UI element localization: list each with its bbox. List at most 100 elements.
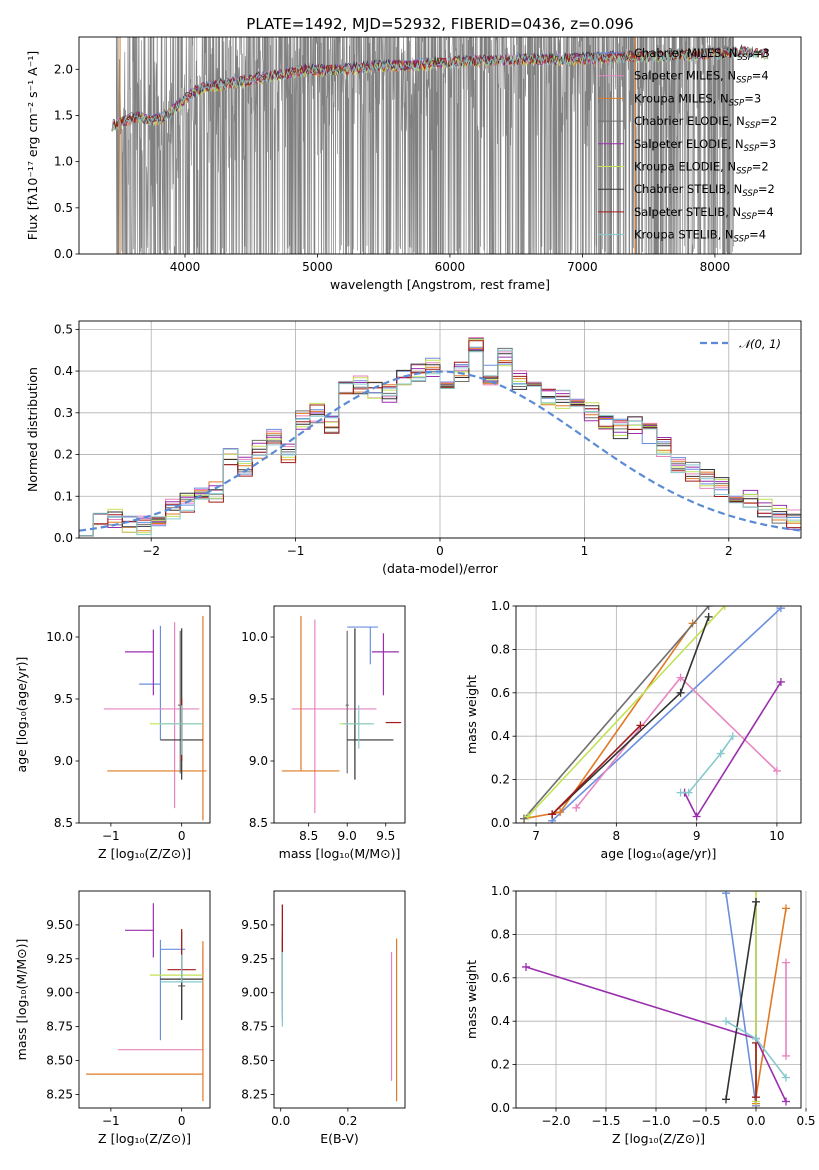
plot-area — [86, 903, 204, 1102]
x-axis-label: wavelength [Angstrom, rest frame] — [330, 277, 550, 292]
y-tick-label: 1.0 — [54, 155, 73, 169]
x-tick-label: −1 — [287, 544, 305, 558]
weight-marker — [752, 1034, 760, 1043]
weight-line — [755, 908, 787, 1104]
x-tick-label: 9.5 — [376, 829, 395, 843]
x-tick-label: 5000 — [302, 260, 333, 274]
plot-area — [520, 606, 785, 823]
legend-nssp-count: =4 — [749, 228, 766, 242]
weight-marker — [676, 688, 685, 697]
errorbar-point — [291, 619, 377, 814]
weight-marker — [752, 891, 760, 895]
weight-marker — [692, 812, 701, 821]
errorbar-point — [160, 705, 203, 755]
y-tick-label: 1.5 — [54, 108, 73, 122]
chart-panel-age_vs_Z: −1 0 8.5 9.0 9.5 10.0 Z [log₁₀(Z/Z⊙)] age [log₁… — [14, 605, 211, 861]
x-tick-label: 0 — [178, 829, 186, 843]
weight-marker — [636, 721, 645, 730]
legend-nssp-sub: SSP — [736, 167, 752, 177]
y-tick-label: 8.75 — [46, 1020, 73, 1034]
legend-nssp-sub: SSP — [729, 98, 745, 108]
x-tick-label: −2 — [142, 544, 160, 558]
y-tick-label: 0.8 — [491, 927, 510, 941]
x-tick-label: 9 — [693, 829, 701, 843]
y-axis-label: age [log₁₀(age/yr)] — [14, 657, 29, 773]
legend-series-name: Salpeter ELODIE — [634, 137, 728, 151]
x-tick-label: −1 — [102, 829, 120, 843]
y-tick-label: 9.00 — [46, 986, 73, 1000]
x-tick-label: 8 — [613, 829, 621, 843]
y-tick-label: 10.0 — [46, 630, 73, 644]
y-tick-label: 0.6 — [491, 971, 510, 985]
x-tick-label: 0 — [178, 1114, 186, 1128]
errorbar-point — [103, 622, 200, 809]
y-tick-label: 0.8 — [491, 642, 510, 656]
errorbar-point — [86, 941, 204, 1102]
weight-line — [523, 606, 710, 820]
errorbar-point — [345, 630, 349, 774]
x-tick-label: 4000 — [170, 260, 201, 274]
y-tick-label: 0.0 — [491, 1101, 510, 1115]
weight-marker — [548, 810, 557, 819]
x-tick-label: 1 — [581, 544, 589, 558]
errorbar-point — [160, 954, 203, 983]
weight-line — [551, 607, 782, 822]
legend-label: Kroupa MILES, NSSP=3 — [634, 91, 761, 108]
weight-line — [551, 616, 710, 815]
y-axis-label: Flux [fλ10⁻¹⁷ erg cm⁻² s⁻¹ A⁻¹] — [25, 51, 40, 240]
legend-series-name: Kroupa MILES — [634, 91, 713, 105]
weight-marker — [720, 606, 729, 610]
x-tick-label: 2 — [725, 544, 733, 558]
weight-marker — [752, 897, 760, 906]
weight-line — [680, 735, 734, 794]
plot-area — [522, 891, 790, 1108]
legend-label: Salpeter STELIB, NSSP=4 — [634, 205, 774, 222]
plot-area — [281, 615, 402, 814]
legend-nssp-sub: SSP — [741, 212, 757, 222]
y-tick-label: 0.0 — [54, 531, 73, 545]
legend-nssp-prefix: , N — [725, 205, 741, 219]
y-tick-label: 9.5 — [249, 692, 268, 706]
weight-marker — [776, 677, 785, 686]
y-tick-label: 0.5 — [54, 322, 73, 336]
weight-line — [527, 606, 726, 818]
errorbar-point — [149, 705, 203, 761]
x-axis-label: Z [log₁₀(Z/Z⊙)] — [98, 846, 191, 861]
legend-series-name: Chabrier STELIB — [634, 182, 726, 196]
x-axis-label: E(B-V) — [320, 1131, 359, 1146]
y-tick-label: 0.4 — [491, 729, 510, 743]
legend-nssp-prefix: , N — [720, 160, 736, 174]
weight-marker — [684, 788, 693, 797]
x-tick-label: 6000 — [435, 260, 466, 274]
weight-marker — [776, 606, 785, 613]
weight-line — [725, 901, 757, 1100]
y-tick-label: 8.5 — [54, 816, 73, 830]
x-tick-label: 0 — [436, 544, 444, 558]
weight-marker — [722, 1095, 730, 1104]
y-tick-label: 0.3 — [54, 406, 73, 420]
y-axis-label: mass weight — [464, 960, 479, 1039]
axes-frame — [273, 890, 406, 1109]
legend-nssp-count: =2 — [760, 114, 777, 128]
x-tick-label: 0.0 — [746, 1114, 765, 1128]
y-tick-label: 0.6 — [491, 686, 510, 700]
figure-title: PLATE=1492, MJD=52932, FIBERID=0436, z=0… — [246, 15, 633, 33]
residual-histogram-step — [79, 349, 801, 538]
errorbar-point — [139, 625, 162, 740]
legend-series-name: Kroupa ELODIE — [634, 160, 720, 174]
axes-frame — [78, 890, 211, 1109]
legend-nssp-sub: SSP — [737, 53, 753, 63]
axes-frame — [273, 605, 406, 824]
errorbar-point — [343, 705, 375, 749]
legend-nssp-sub: SSP — [744, 144, 760, 154]
y-tick-label: 0.5 — [54, 201, 73, 215]
y-tick-label: 10.0 — [241, 630, 268, 644]
x-axis-label: (data-model)/error — [382, 561, 499, 576]
weight-marker — [782, 1073, 790, 1082]
y-tick-label: 8.50 — [46, 1054, 73, 1068]
y-tick-label: 1.0 — [491, 599, 510, 613]
errorbar-point — [107, 615, 207, 821]
y-tick-label: 0.2 — [54, 448, 73, 462]
errorbar-point — [125, 903, 154, 958]
